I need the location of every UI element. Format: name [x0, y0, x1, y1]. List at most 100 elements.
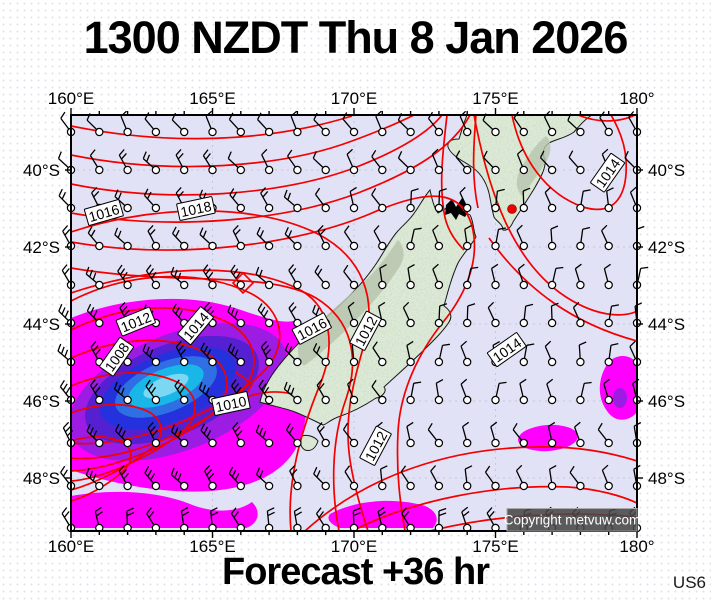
wind-barb: [172, 226, 189, 251]
station-circle: [264, 127, 274, 137]
wind-barb: [490, 263, 500, 290]
station-circle: [293, 357, 302, 367]
station-circle: [123, 280, 132, 290]
wind-barb: [118, 465, 132, 491]
wind-barb: [146, 507, 161, 533]
latitude-label-right: 46°S: [648, 392, 685, 411]
wind-barb: [175, 340, 189, 367]
wind-barb: [427, 422, 444, 448]
isobar-line: [71, 403, 162, 491]
wind-barb: [572, 301, 585, 328]
isobar-line: [440, 115, 465, 251]
station-circle: [434, 395, 444, 405]
wind-barb: [227, 304, 245, 328]
wind-barb: [516, 148, 529, 175]
wind-barb: [255, 266, 274, 290]
station-circle: [293, 241, 302, 251]
station-circle: [406, 203, 415, 213]
station-circle: [463, 280, 472, 290]
wind-barb: [261, 148, 274, 175]
wind-barb: [346, 148, 359, 175]
station-circle: [576, 165, 585, 175]
wind-barb: [604, 304, 620, 328]
station-circle: [519, 438, 529, 448]
wind-barb: [118, 149, 132, 175]
station-circle: [378, 165, 387, 175]
wind-barb: [519, 343, 535, 367]
station-circle: [236, 165, 245, 175]
station-circle: [604, 481, 613, 491]
wind-barb: [406, 264, 415, 290]
wind-barb: [434, 507, 447, 533]
station-circle: [463, 395, 472, 405]
wind-barb: [145, 379, 161, 405]
wind-barb: [85, 467, 104, 491]
station-circle: [179, 127, 189, 137]
wind-barb: [117, 264, 132, 290]
wind-barb: [232, 421, 245, 448]
station-circle: [151, 280, 161, 290]
copyright-text: Copyright metvuw.com: [504, 513, 641, 528]
station-circle: [547, 241, 557, 251]
station-circle: [123, 481, 132, 491]
wind-barb: [434, 303, 448, 328]
latitude-label-right: 44°S: [648, 315, 685, 334]
station-circle: [434, 165, 444, 175]
station-circle: [434, 127, 444, 137]
station-circle: [179, 438, 189, 448]
station-circle: [406, 165, 415, 175]
wind-barb: [484, 465, 500, 491]
station-circle: [179, 481, 189, 491]
station-circle: [491, 395, 500, 405]
latitude-label-left: 40°S: [23, 161, 60, 180]
wind-barb: [490, 421, 500, 448]
station-circle: [406, 438, 415, 448]
station-circle: [547, 481, 557, 491]
station-circle: [321, 395, 330, 405]
wind-barb: [86, 424, 104, 448]
station-circle: [151, 203, 161, 213]
map-clipped-layer: [71, 115, 637, 531]
wind-barb-layer: [57, 110, 649, 533]
station-circle: [95, 438, 104, 448]
station-circle: [349, 318, 359, 328]
wind-barb: [147, 224, 161, 251]
station-circle: [547, 280, 557, 290]
station-circle: [463, 318, 472, 328]
station-circle: [406, 241, 415, 251]
wind-barb: [145, 264, 161, 290]
station-circle: [378, 395, 387, 405]
station-circle: [208, 241, 217, 251]
station-circle: [604, 438, 613, 448]
station-circle: [179, 357, 189, 367]
wind-barb: [491, 188, 505, 213]
wind-barb: [344, 465, 359, 491]
wind-barb: [255, 424, 274, 448]
wind-barb: [603, 378, 613, 405]
wind-barb: [94, 506, 104, 533]
station-circle: [491, 318, 500, 328]
station-circle: [321, 241, 330, 251]
wind-barb: [147, 421, 161, 448]
station-circle: [406, 280, 415, 290]
station-circle: [293, 127, 302, 137]
wind-barb: [604, 187, 614, 213]
copyright-badge: Copyright metvuw.com: [504, 508, 641, 532]
station-circle: [236, 438, 245, 448]
wind-barb: [546, 378, 557, 405]
wind-barb: [114, 189, 132, 213]
station-circle: [434, 481, 444, 491]
station-circle: [95, 395, 104, 405]
wind-barb: [574, 263, 585, 290]
station-circle: [378, 280, 387, 290]
wind-barb: [316, 379, 330, 405]
wind-barb: [283, 189, 302, 213]
longitude-label-top: 170°E: [331, 89, 378, 108]
station-circle: [434, 357, 444, 367]
longitude-label-top: 175°E: [472, 89, 519, 108]
station-circle: [123, 165, 132, 175]
station-circle: [321, 165, 330, 175]
station-circle: [434, 203, 444, 213]
wind-barb: [170, 467, 189, 491]
wind-barb: [459, 186, 472, 213]
